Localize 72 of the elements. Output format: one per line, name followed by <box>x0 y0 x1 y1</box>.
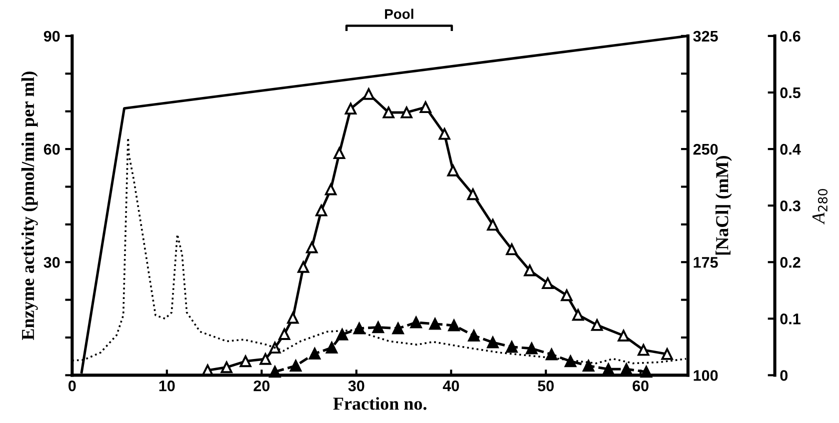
point <box>661 348 673 360</box>
point <box>526 342 538 354</box>
x-tick-label: 20 <box>254 380 270 392</box>
point <box>546 348 558 360</box>
y3-tick-label: 0.5 <box>780 87 800 98</box>
x-tick-label: 40 <box>442 380 459 392</box>
y-tick-label: 60 <box>44 144 60 155</box>
point <box>333 147 346 160</box>
x-tick-label: 30 <box>348 380 364 392</box>
point <box>572 309 584 321</box>
point <box>560 289 573 302</box>
y-tick-label: 30 <box>44 256 60 268</box>
y2-tick-label: 175 <box>694 257 718 268</box>
point <box>400 106 412 118</box>
point <box>220 361 232 374</box>
point <box>638 344 650 356</box>
y3-tick-label: 0.1 <box>780 314 800 324</box>
point <box>438 128 450 140</box>
point <box>260 353 272 365</box>
point <box>542 277 554 290</box>
point <box>429 318 441 330</box>
y2-tick-label: 100 <box>694 370 718 381</box>
y2-axis-title: [NaCl] (mM) <box>716 156 732 255</box>
y-axis-title: Enzyme activity (pmol/min per ml) <box>21 72 38 340</box>
point <box>524 264 536 276</box>
y3-tick-label: 0.6 <box>780 30 800 42</box>
point <box>582 360 594 372</box>
y2-tick-label: 250 <box>693 144 718 155</box>
point <box>326 342 338 354</box>
y3-axis-title: A$_{280}$ <box>812 189 828 225</box>
point <box>506 341 518 353</box>
point <box>306 242 318 254</box>
y3-tick-label: 0.4 <box>780 144 801 155</box>
x-tick-label: 60 <box>632 380 648 392</box>
x-tick-label: 0 <box>68 380 76 392</box>
point <box>486 336 499 348</box>
x-axis-title: Fraction no. <box>333 397 426 410</box>
point <box>362 88 375 100</box>
point <box>564 355 576 368</box>
point <box>308 348 321 360</box>
point <box>618 330 630 342</box>
point <box>448 320 460 332</box>
point <box>278 328 290 340</box>
point <box>467 188 479 200</box>
point <box>410 316 422 328</box>
point <box>382 106 394 118</box>
point <box>336 328 348 340</box>
point <box>506 243 518 256</box>
point <box>486 218 499 231</box>
point <box>269 342 281 354</box>
text: Pool <box>385 8 414 19</box>
point <box>591 319 603 331</box>
x-tick-label: 10 <box>159 380 175 392</box>
y3-tick-label: 0.3 <box>780 200 800 212</box>
point <box>392 322 404 334</box>
x-tick-label: 50 <box>538 380 554 392</box>
y2-tick-label: 325 <box>693 30 718 42</box>
point <box>315 204 328 216</box>
point <box>353 322 366 334</box>
point <box>344 102 357 115</box>
point <box>447 164 459 176</box>
point <box>468 330 480 342</box>
point <box>297 261 310 273</box>
y-tick-label: 90 <box>44 30 60 42</box>
point <box>324 184 337 196</box>
y3-tick-label: 0 <box>780 370 788 381</box>
y3-tick-label: 0.2 <box>780 256 800 268</box>
point <box>287 312 299 324</box>
point <box>372 321 384 334</box>
point <box>240 355 252 368</box>
point <box>420 101 432 114</box>
point <box>290 360 302 372</box>
